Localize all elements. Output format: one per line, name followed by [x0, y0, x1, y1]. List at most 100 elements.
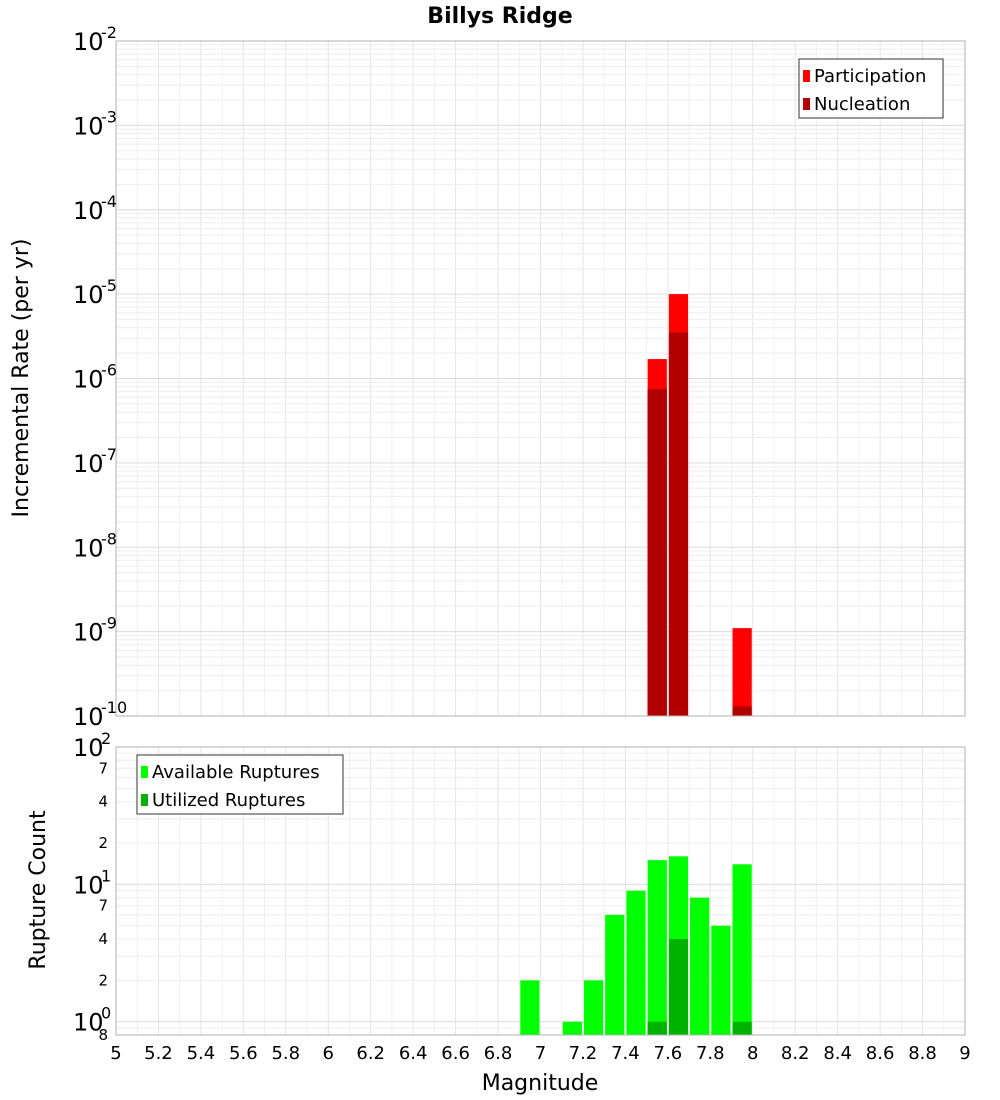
bottom-y-tick-label: 102: [73, 729, 111, 762]
bottom-y-tick-label: 2: [98, 834, 108, 852]
top-legend-label: Nucleation: [814, 94, 910, 115]
top-y-tick-exp: -7: [101, 445, 117, 464]
bottom-y-tick-base: 10: [73, 734, 104, 762]
bottom-y-tick-minor: 4: [98, 930, 108, 948]
top-y-axis-label: Incremental Rate (per yr): [9, 239, 34, 518]
bottom-y-tick-label: 2: [98, 971, 108, 989]
bottom-y-axis-label: Rupture Count: [26, 810, 51, 970]
top-bar-b: [668, 332, 689, 716]
top-y-tick-exp: -3: [101, 107, 117, 126]
bottom-legend-swatch: [141, 766, 148, 778]
top-y-tick-exp: -2: [101, 23, 117, 42]
bottom-legend: Available Ruptures Utilized Ruptures: [136, 754, 344, 815]
bottom-bar-a: [583, 980, 604, 1035]
x-tick-label: 5.8: [271, 1043, 300, 1064]
bottom-legend-label: Available Ruptures: [152, 762, 320, 783]
top-legend-box: [798, 58, 944, 119]
x-axis-label: Magnitude: [482, 1071, 599, 1096]
top-y-tick-base: 10: [73, 619, 104, 647]
bottom-y-tick-exp: 2: [101, 729, 111, 748]
top-y-tick-label: 10-4: [73, 192, 117, 225]
x-tick-label: 8.8: [908, 1043, 937, 1064]
top-y-tick-label: 10-10: [73, 698, 127, 731]
bottom-y-tick-label: 7: [98, 759, 108, 777]
bottom-y-tick-minor: 2: [98, 834, 108, 852]
top-y-tick-base: 10: [73, 197, 104, 225]
x-tick-label: 8.6: [866, 1043, 895, 1064]
bottom-y-tick-label: 4: [98, 930, 108, 948]
x-tick-label: 6: [323, 1043, 334, 1064]
bottom-y-tick-minor: 4: [98, 793, 108, 811]
bottom-y-tick-label: 7: [98, 897, 108, 915]
chart-title: Billys Ridge: [427, 4, 572, 29]
x-tick-label: 5.4: [187, 1043, 216, 1064]
top-y-tick-exp: -5: [101, 276, 117, 295]
bottom-y-tick-minor: 2: [98, 971, 108, 989]
top-y-tick-exp: -6: [101, 361, 117, 380]
bottom-legend-swatch: [141, 794, 148, 806]
bottom-plot-frame: [115, 746, 966, 1036]
top-y-tick-exp: -8: [101, 529, 117, 548]
bottom-y-tick-base: 10: [73, 1009, 104, 1037]
x-tick-label: 6.2: [356, 1043, 385, 1064]
bottom-y-tick-minor: 7: [98, 897, 108, 915]
bottom-bar-a: [732, 864, 752, 1035]
x-tick-label: 6.8: [484, 1043, 513, 1064]
x-tick-label: 7.4: [611, 1043, 640, 1064]
x-tick-label: 7.6: [654, 1043, 683, 1064]
bottom-y-tick-base: 10: [73, 871, 104, 899]
bottom-bar-b: [668, 939, 689, 1035]
x-tick-label: 8.2: [781, 1043, 810, 1064]
top-y-tick-base: 10: [73, 703, 104, 731]
top-plot-frame: [115, 40, 966, 717]
x-tick-label: 7: [535, 1043, 546, 1064]
bottom-bar-a: [647, 860, 667, 1035]
top-bar-b: [732, 706, 752, 716]
bottom-bar-b: [732, 1021, 752, 1035]
top-legend: Participation Nucleation: [798, 58, 944, 119]
top-bar-b: [647, 389, 667, 716]
bottom-y-tick-exp: 1: [101, 866, 111, 885]
top-y-tick-label: 10-3: [73, 107, 117, 140]
bottom-bar-a: [711, 925, 731, 1035]
top-legend-swatch: [803, 98, 810, 110]
x-tick-label: 9: [959, 1043, 970, 1064]
top-y-tick-exp: -9: [101, 614, 117, 633]
top-y-tick-base: 10: [73, 534, 104, 562]
bottom-bar-a: [690, 897, 710, 1035]
bottom-legend-box: [136, 754, 344, 815]
x-tick-label: 5.6: [229, 1043, 258, 1064]
bottom-y-tick-minor: 8: [98, 1026, 108, 1044]
top-y-tick-exp: -4: [101, 192, 117, 211]
x-tick-label: 8.4: [823, 1043, 852, 1064]
bottom-legend-label: Utilized Ruptures: [152, 790, 305, 811]
x-tick-label: 6.6: [441, 1043, 470, 1064]
bottom-y-tick-label: 101: [73, 866, 111, 899]
x-tick-label: 6.4: [399, 1043, 428, 1064]
bottom-y-tick-minor: 7: [98, 759, 108, 777]
x-tick-label: 7.8: [696, 1043, 725, 1064]
top-y-tick-base: 10: [73, 450, 104, 478]
top-y-tick-label: 10-7: [73, 445, 117, 478]
top-y-tick-label: 10-5: [73, 276, 117, 309]
bottom-y-tick-label: 8: [98, 1026, 108, 1044]
top-y-tick-base: 10: [73, 112, 104, 140]
top-y-tick-base: 10: [73, 28, 104, 56]
bottom-bar-a: [605, 914, 625, 1035]
x-tick-label: 5: [110, 1043, 121, 1064]
bottom-bar-a: [562, 1021, 582, 1035]
bottom-bar-a: [626, 890, 646, 1035]
top-bar-a: [732, 628, 752, 716]
bottom-y-tick-exp: 0: [101, 1004, 111, 1023]
top-legend-swatch: [803, 70, 810, 82]
x-tick-label: 7.2: [569, 1043, 598, 1064]
bottom-bar-a: [520, 980, 540, 1035]
top-y-tick-base: 10: [73, 281, 104, 309]
top-y-tick-base: 10: [73, 366, 104, 394]
x-tick-label: 8: [747, 1043, 758, 1064]
top-legend-label: Participation: [814, 66, 926, 87]
top-y-tick-label: 10-8: [73, 529, 117, 562]
x-tick-label: 5.2: [144, 1043, 173, 1064]
bottom-y-tick-label: 100: [73, 1004, 111, 1037]
